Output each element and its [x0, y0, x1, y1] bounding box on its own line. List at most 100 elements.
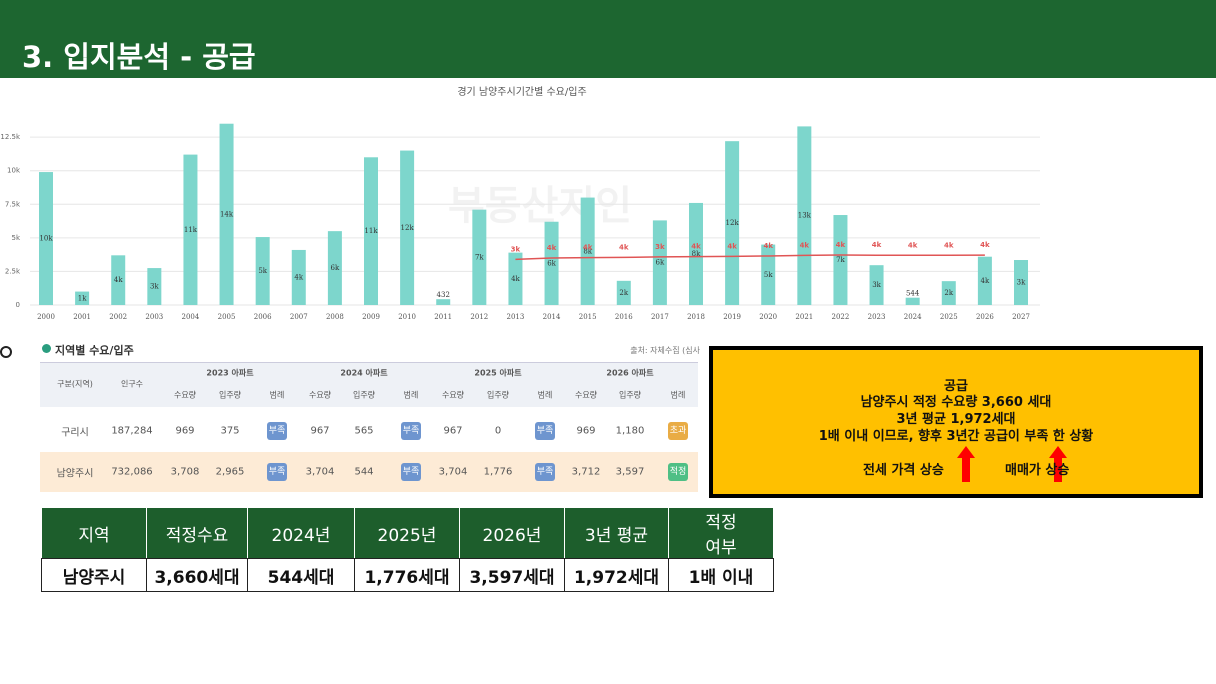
line-label: 4k — [908, 241, 918, 249]
bar — [941, 281, 956, 305]
bar-label: 12k — [726, 219, 740, 227]
x-tick-label: 2020 — [759, 313, 777, 321]
bar-label: 544 — [906, 290, 920, 298]
x-tick-label: 2014 — [543, 313, 561, 321]
x-tick-label: 2001 — [73, 313, 91, 321]
status-badge: 부족 — [267, 463, 287, 481]
x-tick-label: 2019 — [723, 313, 741, 321]
bar — [147, 268, 162, 305]
x-tick-label: 2007 — [290, 313, 308, 321]
y-tick-label: 12.5k — [0, 133, 21, 141]
bar-label: 6k — [547, 259, 556, 267]
header-row: 지역 적정수요 2024년 2025년 2026년 3년 평균 적정 여부 — [41, 507, 774, 559]
line-label: 4k — [691, 243, 701, 251]
bar-label: 4k — [114, 276, 123, 284]
data-cell: 1,776세대 — [354, 558, 460, 592]
x-tick-label: 2008 — [326, 313, 344, 321]
table-cell: 3,708 — [170, 466, 200, 478]
line — [515, 254, 985, 261]
bar — [544, 221, 559, 305]
bar — [616, 280, 631, 305]
x-tick-label: 2017 — [651, 313, 669, 321]
summary-line: 공급 — [944, 379, 968, 394]
x-tick-label: 2016 — [615, 313, 633, 321]
header-cell: 2024년 — [247, 507, 355, 559]
table-cell: 2,965 — [215, 466, 245, 478]
line-label: 3k — [655, 243, 665, 251]
summary-line: 3년 평균 1,972세대 — [896, 412, 1016, 427]
arrows — [957, 446, 1067, 482]
summary-effect: 전세 가격 상승 — [863, 463, 944, 478]
bar — [400, 150, 415, 305]
status-badge: 초과 — [668, 422, 688, 440]
sub-header: 입주량 — [352, 390, 376, 400]
table-cell: 732,086 — [111, 466, 153, 478]
x-tick-label: 2009 — [362, 313, 380, 321]
sub-header: 수요량 — [574, 390, 598, 400]
bar-label: 3k — [1017, 279, 1026, 287]
bar-label: 11k — [184, 226, 198, 234]
line-label: 4k — [944, 241, 954, 249]
x-tick-label: 2011 — [434, 313, 452, 321]
table-cell: 544 — [354, 466, 374, 478]
bar — [364, 157, 378, 305]
table-icon — [42, 344, 51, 353]
summary-box: 공급 남양주시 적정 수요량 3,660 세대 3년 평균 1,972세대 1배 이내… — [709, 346, 1203, 498]
x-tick-label: 2003 — [145, 313, 163, 321]
table-header-bg — [40, 362, 698, 407]
group-header: 2024 아파트 — [340, 368, 388, 378]
bar-label: 10k — [39, 235, 53, 243]
sub-header: 입주량 — [486, 390, 510, 400]
row-bg — [40, 452, 698, 492]
region-table: 지역별 수요/입주 출처: 자체수집 (심사 구분(지역) 인구수 2023 아파트 수요… — [40, 340, 700, 495]
x-tick-label: 2023 — [868, 313, 886, 321]
x-tick-label: 2018 — [687, 313, 705, 321]
bar-label: 6k — [331, 264, 340, 272]
bar-label: 6k — [656, 259, 665, 267]
bar-label: 13k — [798, 212, 812, 220]
chart-title: 경기 남양주시기간별 수요/입주 — [457, 85, 586, 98]
data-cell: 3,597세대 — [459, 558, 565, 592]
x-tick-label: 2015 — [579, 313, 597, 321]
bar-label: 7k — [475, 253, 484, 261]
bar — [869, 265, 884, 305]
line-label: 4k — [872, 241, 882, 249]
slide-title: 3. 입지분석 - 공급 — [22, 40, 256, 74]
bar-label: 4k — [511, 275, 520, 283]
bar-label: 1k — [78, 294, 87, 302]
header-cell: 적정수요 — [146, 507, 248, 559]
bar — [1014, 260, 1028, 305]
x-tick-label: 2006 — [254, 313, 272, 321]
header-cell: 2025년 — [354, 507, 460, 559]
table-cell: 967 — [310, 425, 330, 437]
summary-line: 남양주시 적정 수요량 3,660 세대 — [860, 395, 1052, 410]
table-cell: 남양주시 — [56, 468, 94, 480]
bar-label: 4k — [981, 277, 990, 285]
line-label: 4k — [800, 241, 810, 249]
line-label: 4k — [980, 241, 990, 249]
x-tick-label: 2005 — [218, 313, 236, 321]
sub-header: 범례 — [537, 390, 553, 400]
header-cell: 3년 평균 — [564, 507, 669, 559]
x-tick-label: 2022 — [832, 313, 850, 321]
x-tick-label: 2027 — [1012, 313, 1030, 321]
bar-label: 3k — [872, 281, 881, 289]
bar-label: 8k — [692, 250, 701, 258]
sub-header: 입주량 — [618, 390, 642, 400]
summary-line: 1배 이내 이므로, 향후 3년간 공급이 부족 한 상황 — [818, 429, 1094, 444]
bar — [833, 215, 848, 305]
bar-label: 7k — [836, 256, 845, 264]
header-cell: 지역 — [41, 507, 147, 559]
y-tick-label: 0 — [16, 301, 20, 309]
group-header: 2026 아파트 — [606, 368, 654, 378]
sub-header: 범례 — [269, 390, 285, 400]
bar — [689, 202, 703, 305]
bar — [652, 220, 667, 305]
line-label: 4k — [547, 244, 557, 252]
data-cell: 남양주시 — [41, 558, 147, 592]
bar-label: 432 — [437, 291, 450, 299]
status-badge: 적정 — [668, 463, 688, 481]
table-title: 지역별 수요/입주 — [55, 344, 134, 357]
x-tick-label: 2026 — [976, 313, 994, 321]
bar — [508, 252, 523, 305]
